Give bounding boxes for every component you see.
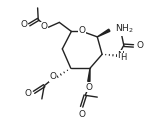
Text: O: O bbox=[85, 83, 92, 92]
Text: O: O bbox=[136, 41, 144, 50]
Polygon shape bbox=[97, 29, 110, 37]
Text: O: O bbox=[79, 26, 86, 35]
Text: O: O bbox=[25, 89, 32, 98]
Text: N: N bbox=[117, 51, 124, 60]
Text: O: O bbox=[49, 72, 56, 81]
Text: H: H bbox=[120, 53, 126, 62]
Text: NH$_2$: NH$_2$ bbox=[115, 23, 133, 35]
Polygon shape bbox=[88, 68, 90, 81]
Text: O: O bbox=[20, 20, 27, 29]
Text: O: O bbox=[41, 22, 48, 31]
Text: O: O bbox=[78, 110, 85, 119]
